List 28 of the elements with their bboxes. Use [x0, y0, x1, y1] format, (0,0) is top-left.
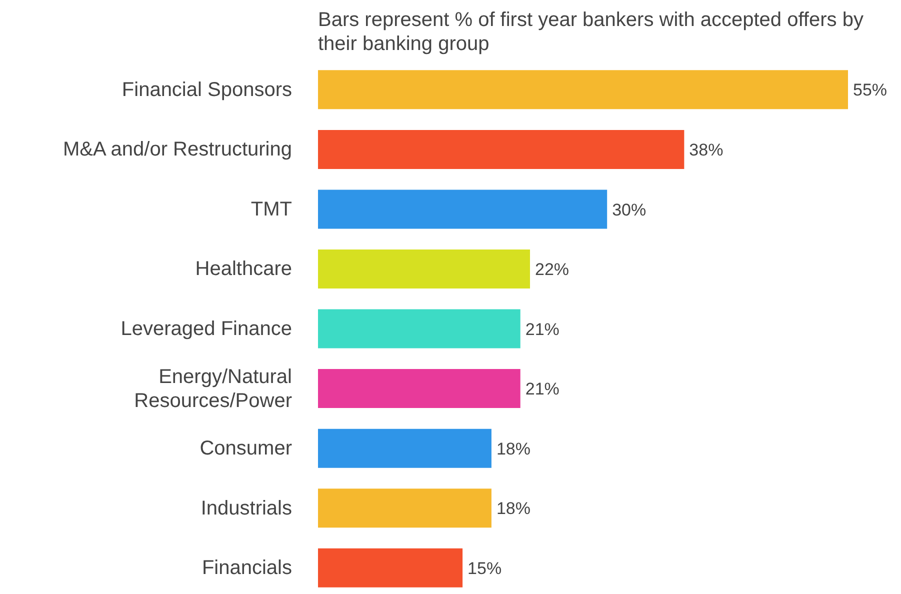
- y-tick-label: Healthcare: [195, 258, 292, 280]
- data-label: 21%: [525, 320, 560, 339]
- bar: [318, 488, 492, 528]
- data-label: 55%: [853, 80, 888, 100]
- y-tick-label: TMT: [250, 198, 292, 220]
- bar: [318, 130, 684, 169]
- data-label: 30%: [612, 200, 646, 220]
- data-label: 21%: [525, 380, 560, 399]
- y-tick-label: Consumer: [200, 438, 292, 460]
- bar: [318, 369, 520, 408]
- y-tick-label: Industrials: [200, 497, 292, 520]
- bar: [318, 428, 492, 468]
- bar: [318, 548, 463, 588]
- bar: [318, 190, 608, 229]
- y-tick-label: M&A and/or Restructuring: [63, 138, 292, 161]
- y-tick-label: Leveraged Finance: [120, 318, 292, 340]
- data-label: 18%: [496, 499, 530, 518]
- bar: [318, 249, 530, 288]
- y-tick-label: Financial Sponsors: [122, 78, 292, 101]
- data-label: 15%: [468, 558, 502, 578]
- y-tick-label: Financials: [202, 557, 292, 580]
- data-label: 22%: [535, 260, 570, 280]
- data-label: 18%: [496, 439, 530, 458]
- y-tick-label: Energy/Natural Resources/Power: [134, 366, 292, 412]
- bar: [318, 309, 520, 348]
- data-label: 38%: [689, 140, 724, 160]
- chart-title: Bars represent % of first year bankers with accepted offers by their banking group: [318, 8, 864, 56]
- bar: [318, 70, 848, 110]
